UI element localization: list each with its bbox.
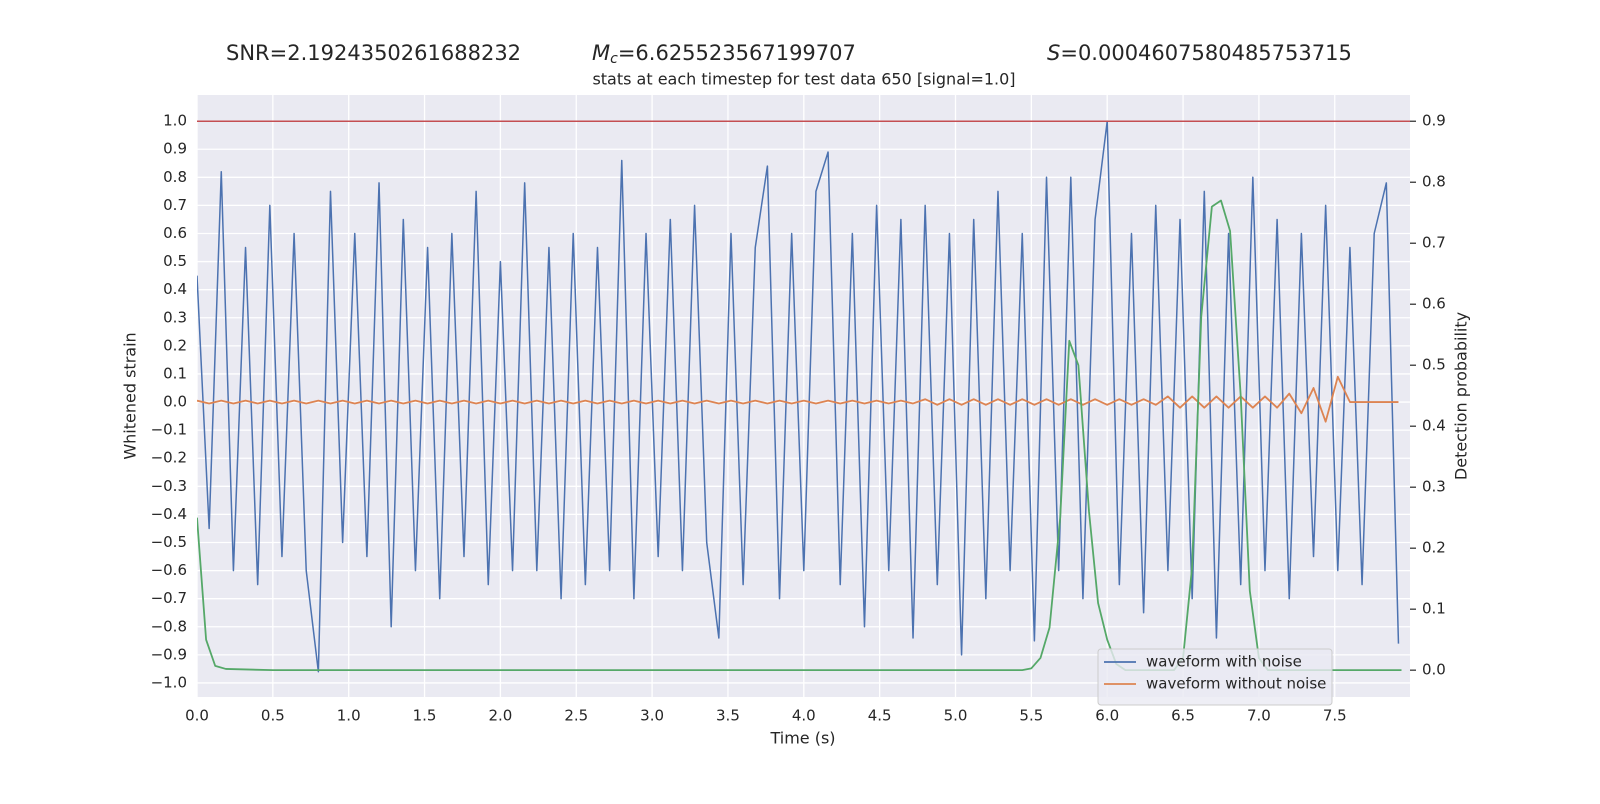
- plot-area: [197, 120, 1410, 673]
- y-tick-label: −0.7: [151, 589, 187, 607]
- y2-tick-label: 0.6: [1422, 295, 1446, 313]
- x-tick-label: 1.5: [413, 707, 437, 725]
- title-symbol: S: [1047, 41, 1060, 65]
- title-s: S=0.0004607580485753715: [1047, 41, 1352, 65]
- y-tick-label: −0.5: [151, 533, 187, 551]
- y-tick-label: −0.2: [151, 449, 187, 467]
- y-tick-label: 0.6: [163, 224, 187, 242]
- title-subscript: c: [610, 51, 618, 67]
- y-tick-label: −0.3: [151, 477, 187, 495]
- y-tick-label: −1.0: [151, 673, 187, 691]
- x-axis-label: Time (s): [769, 729, 835, 748]
- y2-tick-label: 0.4: [1422, 417, 1446, 435]
- title-snr: SNR=2.1924350261688232: [226, 41, 521, 65]
- y-tick-label: 0.2: [163, 336, 187, 354]
- y-tick-label: 0.7: [163, 196, 187, 214]
- title-value: =6.625523567199707: [618, 41, 856, 65]
- x-tick-label: 2.5: [564, 707, 588, 725]
- x-tick-label: 3.5: [716, 707, 740, 725]
- y2-tick-label: 0.2: [1422, 539, 1446, 557]
- series-line: [197, 199, 1402, 672]
- y-tick-label: 0.5: [163, 252, 187, 270]
- y2-tick-label: 0.3: [1422, 478, 1446, 496]
- y-tick-label: 0.3: [163, 308, 187, 326]
- x-tick-label: 0.0: [185, 707, 209, 725]
- subtitle: stats at each timestep for test data 650…: [592, 70, 1015, 89]
- x-tick-label: 2.0: [488, 707, 512, 725]
- y2-tick-label: 0.5: [1422, 356, 1446, 374]
- y-tick-label: 1.0: [163, 112, 187, 130]
- x-tick-label: 5.5: [1019, 707, 1043, 725]
- y-tick-label: −0.1: [151, 421, 187, 439]
- title-value: =0.0004607580485753715: [1060, 41, 1352, 65]
- y2-axis-label: Detection probability: [1452, 312, 1471, 480]
- y2-tick-label: 0.0: [1422, 661, 1446, 679]
- x-tick-label: 1.0: [337, 707, 361, 725]
- y-axis-label: Whitened strain: [121, 332, 140, 459]
- x-tick-label: 7.5: [1323, 707, 1347, 725]
- y2-tick-label: 0.7: [1422, 234, 1446, 252]
- x-tick-label: 4.0: [792, 707, 816, 725]
- x-tick-label: 4.5: [868, 707, 892, 725]
- x-tick-label: 5.0: [944, 707, 968, 725]
- y-tick-label: 0.4: [163, 280, 187, 298]
- x-tick-label: 3.0: [640, 707, 664, 725]
- y-tick-label: 0.1: [163, 364, 187, 382]
- x-tick-label: 6.5: [1171, 707, 1195, 725]
- title-symbol: M: [592, 41, 610, 65]
- y-tick-label: 0.8: [163, 168, 187, 186]
- x-tick-label: 0.5: [261, 707, 285, 725]
- x-tick-label: 7.0: [1247, 707, 1271, 725]
- y-tick-label: 0.9: [163, 140, 187, 158]
- x-tick-label: 6.0: [1095, 707, 1119, 725]
- y-tick-label: −0.6: [151, 561, 187, 579]
- legend-box: [1097, 648, 1333, 706]
- legend-label: waveform with noise: [1146, 653, 1302, 671]
- title-mc: Mc=6.625523567199707: [592, 41, 856, 67]
- y2-tick-label: 0.9: [1422, 112, 1446, 130]
- y-tick-label: −0.9: [151, 645, 187, 663]
- legend-label: waveform without noise: [1146, 675, 1326, 693]
- y-tick-label: −0.8: [151, 617, 187, 635]
- y2-tick-label: 0.8: [1422, 173, 1446, 191]
- y-tick-label: 0.0: [163, 393, 187, 411]
- y2-tick-label: 0.1: [1422, 600, 1446, 618]
- y-tick-label: −0.4: [151, 505, 187, 523]
